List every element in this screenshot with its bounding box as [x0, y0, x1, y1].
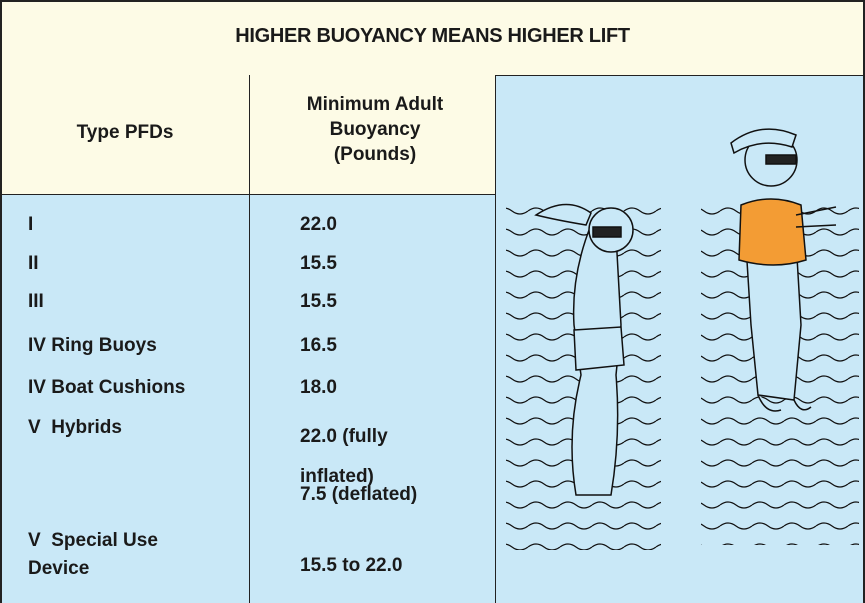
type-cell: III	[28, 291, 44, 313]
type-cell: V Special Use Device	[28, 527, 208, 583]
buoyancy-cell: 15.5	[300, 291, 337, 313]
title: HIGHER BUOYANCY MEANS HIGHER LIFT	[0, 25, 865, 48]
illustration	[496, 75, 865, 603]
type-cell: II	[28, 253, 39, 275]
buoyancy-cell: 16.5	[300, 335, 337, 357]
header: Minimum Adult Buoyancy (Pounds)	[305, 92, 445, 167]
type-cell: IV Boat Cushions	[28, 377, 185, 399]
buoyancy-cell: 22.0	[300, 214, 337, 236]
left-border	[0, 195, 2, 603]
buoyancy-cell: 15.5 to 22.0	[300, 555, 402, 577]
type-cell: V Hybrids	[28, 417, 122, 439]
type-cell: IV Ring Buoys	[28, 335, 157, 357]
type-cell: I	[28, 214, 33, 236]
column-divider	[249, 75, 250, 603]
buoyancy-cell: 18.0	[300, 377, 337, 399]
buoyancy-cell: 7.5 (deflated)	[300, 484, 417, 506]
buoyancy-cell: 15.5	[300, 253, 337, 275]
page: HIGHER BUOYANCY MEANS HIGHER LIFT Type P…	[0, 0, 865, 603]
header: Type PFDs	[0, 122, 250, 144]
